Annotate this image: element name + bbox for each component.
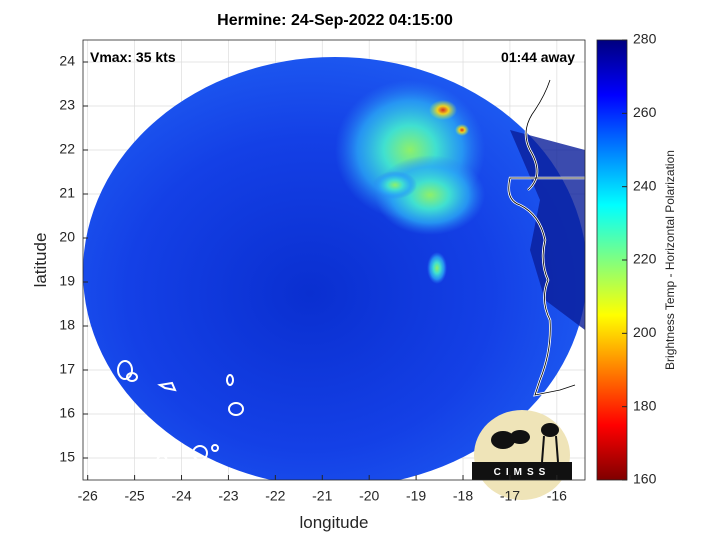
colorbar-tick-label: 280	[633, 31, 657, 47]
satellite-image	[83, 57, 585, 480]
logo: CIMSS	[472, 410, 572, 500]
x-tick-label: -18	[453, 488, 473, 504]
y-tick-label: 20	[59, 229, 75, 245]
x-tick-label: -21	[312, 488, 332, 504]
logo-text: CIMSS	[494, 467, 551, 478]
colorbar-tick-label: 160	[633, 471, 657, 487]
chart-title: Hermine: 24-Sep-2022 04:15:00	[217, 12, 453, 29]
colorbar-tick-label: 240	[633, 177, 657, 193]
y-tick-label: 22	[59, 141, 75, 157]
colorbar-tick-label: 180	[633, 397, 657, 413]
x-tick-label: -26	[78, 488, 98, 504]
colorbar-tick-label: 220	[633, 251, 657, 267]
colorbar-tick-label: 260	[633, 104, 657, 120]
x-tick-label: -16	[547, 488, 567, 504]
y-tick-label: 15	[59, 449, 75, 465]
x-tick-label: -24	[171, 488, 191, 504]
y-tick-label: 21	[59, 185, 75, 201]
y-tick-label: 19	[59, 273, 75, 289]
colorbar-tick-label: 200	[633, 324, 657, 340]
plot-frame	[82, 39, 586, 481]
x-tick-label: -19	[406, 488, 426, 504]
y-tick-label: 24	[59, 53, 75, 69]
annotation: 01:44 away	[501, 49, 575, 65]
y-tick-label: 16	[59, 405, 75, 421]
x-tick-label: -20	[359, 488, 379, 504]
y-axis-label: latitude	[31, 233, 50, 288]
x-tick-label: -23	[218, 488, 238, 504]
y-tick-label: 23	[59, 97, 75, 113]
annotation: Vmax: 35 kts	[90, 49, 176, 65]
x-tick-label: -17	[500, 488, 520, 504]
y-tick-label: 18	[59, 317, 75, 333]
colorbar-label: Brightness Temp - Horizontal Polarizatio…	[663, 150, 677, 370]
x-tick-label: -25	[124, 488, 144, 504]
y-tick-label: 17	[59, 361, 75, 377]
x-axis-label: longitude	[299, 513, 368, 532]
x-tick-label: -22	[265, 488, 285, 504]
